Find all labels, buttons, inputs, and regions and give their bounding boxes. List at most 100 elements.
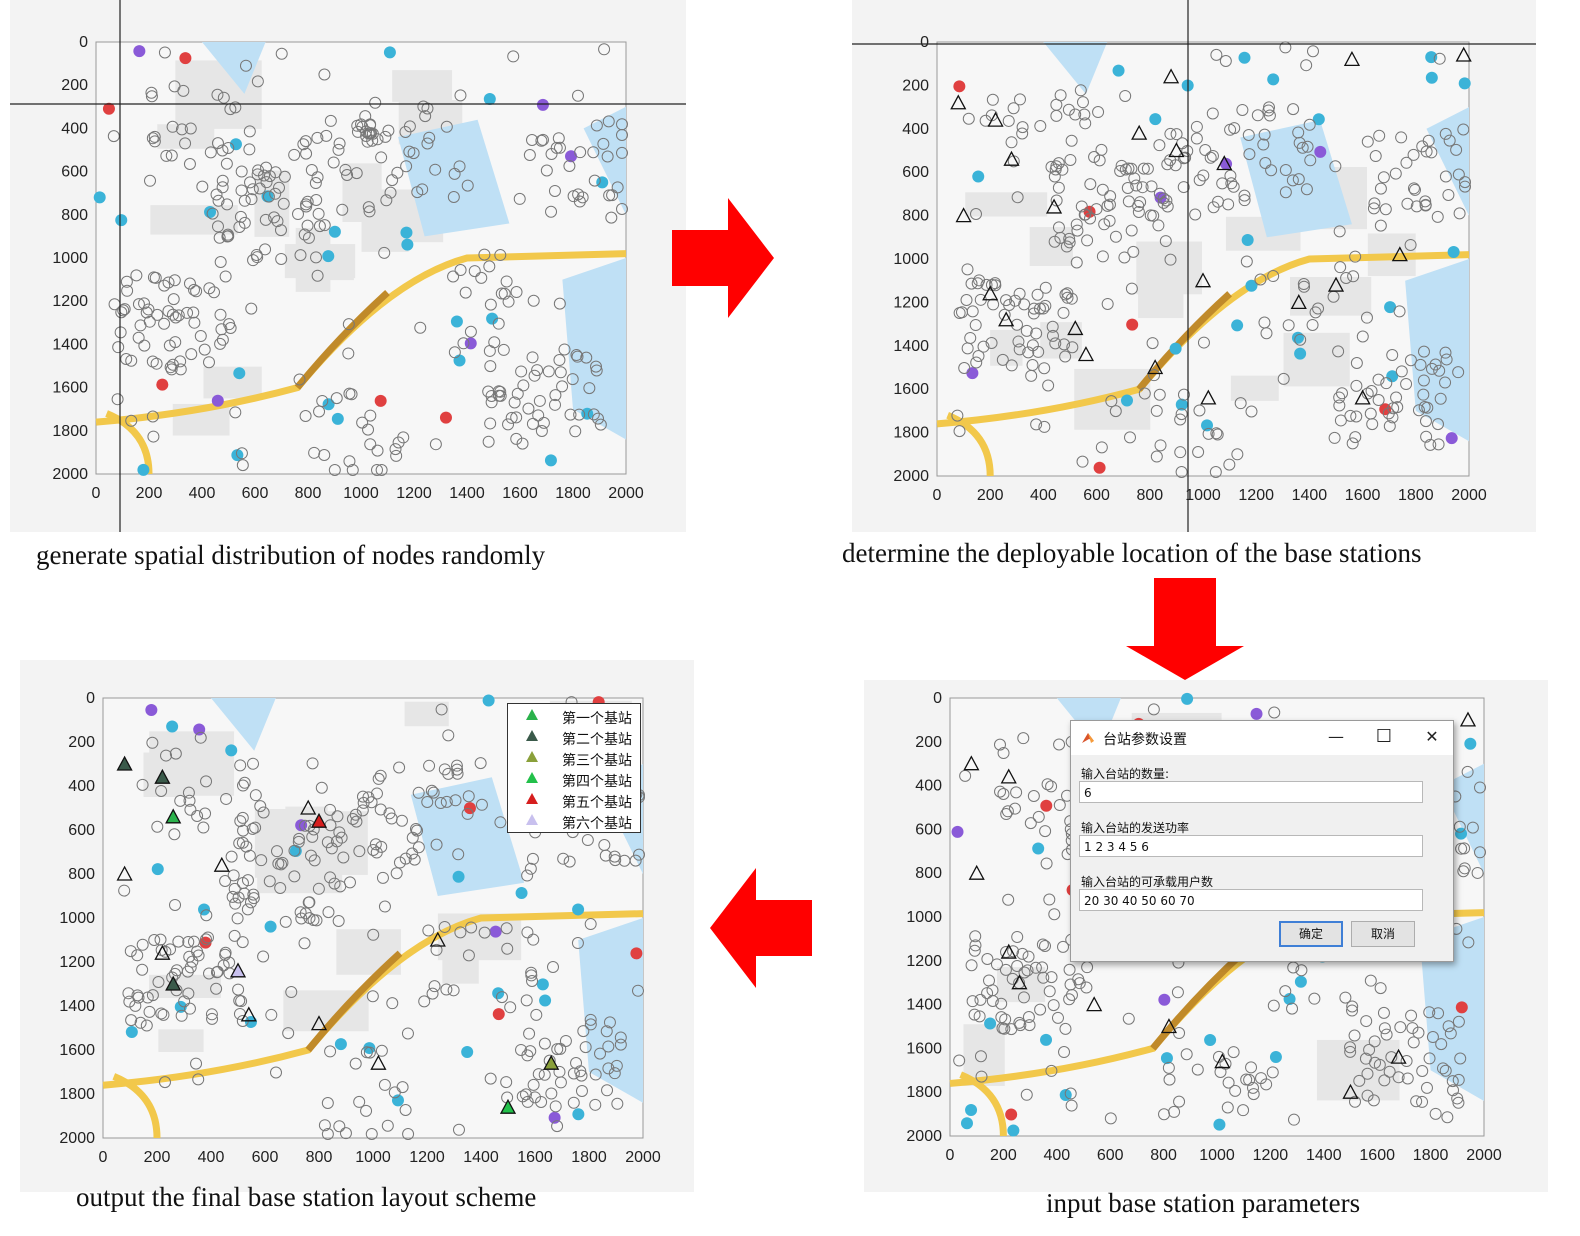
station-power-input[interactable]: 1 2 3 4 5 6	[1079, 835, 1423, 857]
maximize-icon[interactable]: ☐	[1375, 726, 1393, 747]
user-node	[1429, 1107, 1442, 1120]
base-station-marker	[963, 755, 980, 771]
user-node	[422, 924, 435, 937]
x-tick-label: 2000	[608, 485, 644, 502]
base-station-marker	[955, 207, 972, 223]
legend-label: 第一个基站	[562, 711, 632, 727]
user-node	[521, 869, 534, 882]
user-node	[1247, 1081, 1260, 1094]
user-node	[508, 396, 521, 409]
user-node	[357, 796, 370, 809]
base-station-marker	[1459, 711, 1477, 727]
user-node	[202, 356, 215, 369]
user-node	[961, 263, 974, 276]
user-node	[1312, 302, 1325, 315]
user-node	[1439, 376, 1452, 389]
x-tick-label: 1400	[1292, 487, 1328, 504]
user-node	[1001, 805, 1014, 818]
base-station-marker	[1000, 943, 1017, 959]
user-node	[587, 408, 600, 421]
y-tick-label: 1800	[59, 1086, 95, 1103]
ok-button[interactable]: 确定	[1279, 921, 1343, 947]
user-node	[1016, 127, 1029, 140]
poi-marker	[1160, 1052, 1173, 1065]
user-node	[1279, 985, 1292, 998]
user-node	[1395, 365, 1408, 378]
poi-marker	[1312, 113, 1325, 126]
user-node	[1010, 318, 1023, 331]
user-node	[1333, 225, 1346, 238]
user-node	[318, 1119, 331, 1132]
user-node	[1243, 148, 1256, 161]
user-node	[388, 1086, 401, 1099]
user-node	[981, 952, 994, 965]
dialog-titlebar[interactable]: 台站参数设置 — ☐ ✕	[1071, 721, 1453, 755]
user-node	[1377, 171, 1390, 184]
station-users-input[interactable]: 20 30 40 50 60 70	[1079, 889, 1423, 911]
user-node	[220, 157, 233, 170]
user-node	[1222, 1076, 1235, 1089]
y-tick-label: 0	[79, 34, 88, 51]
user-node	[521, 1095, 534, 1108]
caption-deployable-locations: determine the deployable location of the…	[842, 538, 1422, 568]
y-tick-label: 200	[902, 77, 929, 94]
user-node	[521, 1049, 534, 1062]
user-node	[521, 926, 534, 939]
user-node	[483, 260, 496, 273]
user-node	[339, 163, 352, 176]
user-node	[1308, 992, 1321, 1005]
poi-marker	[544, 454, 557, 467]
user-node	[336, 203, 349, 216]
cancel-button[interactable]: 取消	[1351, 921, 1415, 947]
user-node	[369, 96, 382, 109]
x-tick-label: 1400	[1306, 1147, 1342, 1164]
base-station-marker	[1011, 974, 1028, 990]
poi-marker-purple	[489, 925, 502, 938]
user-node	[200, 909, 213, 922]
close-icon[interactable]: ✕	[1425, 727, 1439, 746]
user-node	[1158, 1108, 1171, 1121]
user-node	[1405, 1009, 1418, 1022]
user-node	[1380, 377, 1393, 390]
user-node	[1137, 162, 1150, 175]
base-station-marker	[370, 1054, 387, 1070]
map-block	[149, 731, 235, 796]
user-node	[301, 195, 314, 208]
poi-marker	[453, 354, 466, 367]
user-node	[1474, 781, 1486, 794]
user-node	[132, 298, 145, 311]
user-node	[194, 731, 207, 744]
user-node	[520, 994, 533, 1007]
user-node	[124, 945, 137, 958]
poi-marker-purple	[548, 1111, 561, 1124]
arrow-down	[1126, 578, 1244, 680]
user-node	[999, 963, 1012, 976]
user-node	[1257, 138, 1270, 151]
user-node	[1279, 41, 1292, 54]
user-node	[1459, 180, 1471, 193]
base-station-marker	[1391, 246, 1408, 262]
user-node	[155, 1007, 168, 1020]
user-node	[349, 1057, 362, 1070]
user-node	[212, 194, 225, 207]
user-node	[378, 1078, 391, 1091]
user-node	[974, 1050, 987, 1063]
user-node	[522, 402, 535, 415]
user-node	[299, 409, 312, 422]
user-node	[510, 286, 523, 299]
user-node	[535, 424, 548, 437]
user-node	[1300, 59, 1313, 72]
user-node	[614, 1031, 627, 1044]
user-node	[219, 270, 232, 283]
minimize-icon[interactable]: —	[1328, 727, 1344, 746]
user-node	[1258, 316, 1271, 329]
y-tick-label: 1200	[893, 294, 929, 311]
user-node	[311, 269, 324, 282]
user-node	[465, 921, 478, 934]
user-node	[1003, 298, 1016, 311]
poi-marker	[137, 463, 150, 476]
user-node	[425, 784, 438, 797]
user-node	[1304, 154, 1317, 167]
station-count-input[interactable]: 6	[1079, 781, 1423, 803]
user-node	[355, 118, 368, 131]
